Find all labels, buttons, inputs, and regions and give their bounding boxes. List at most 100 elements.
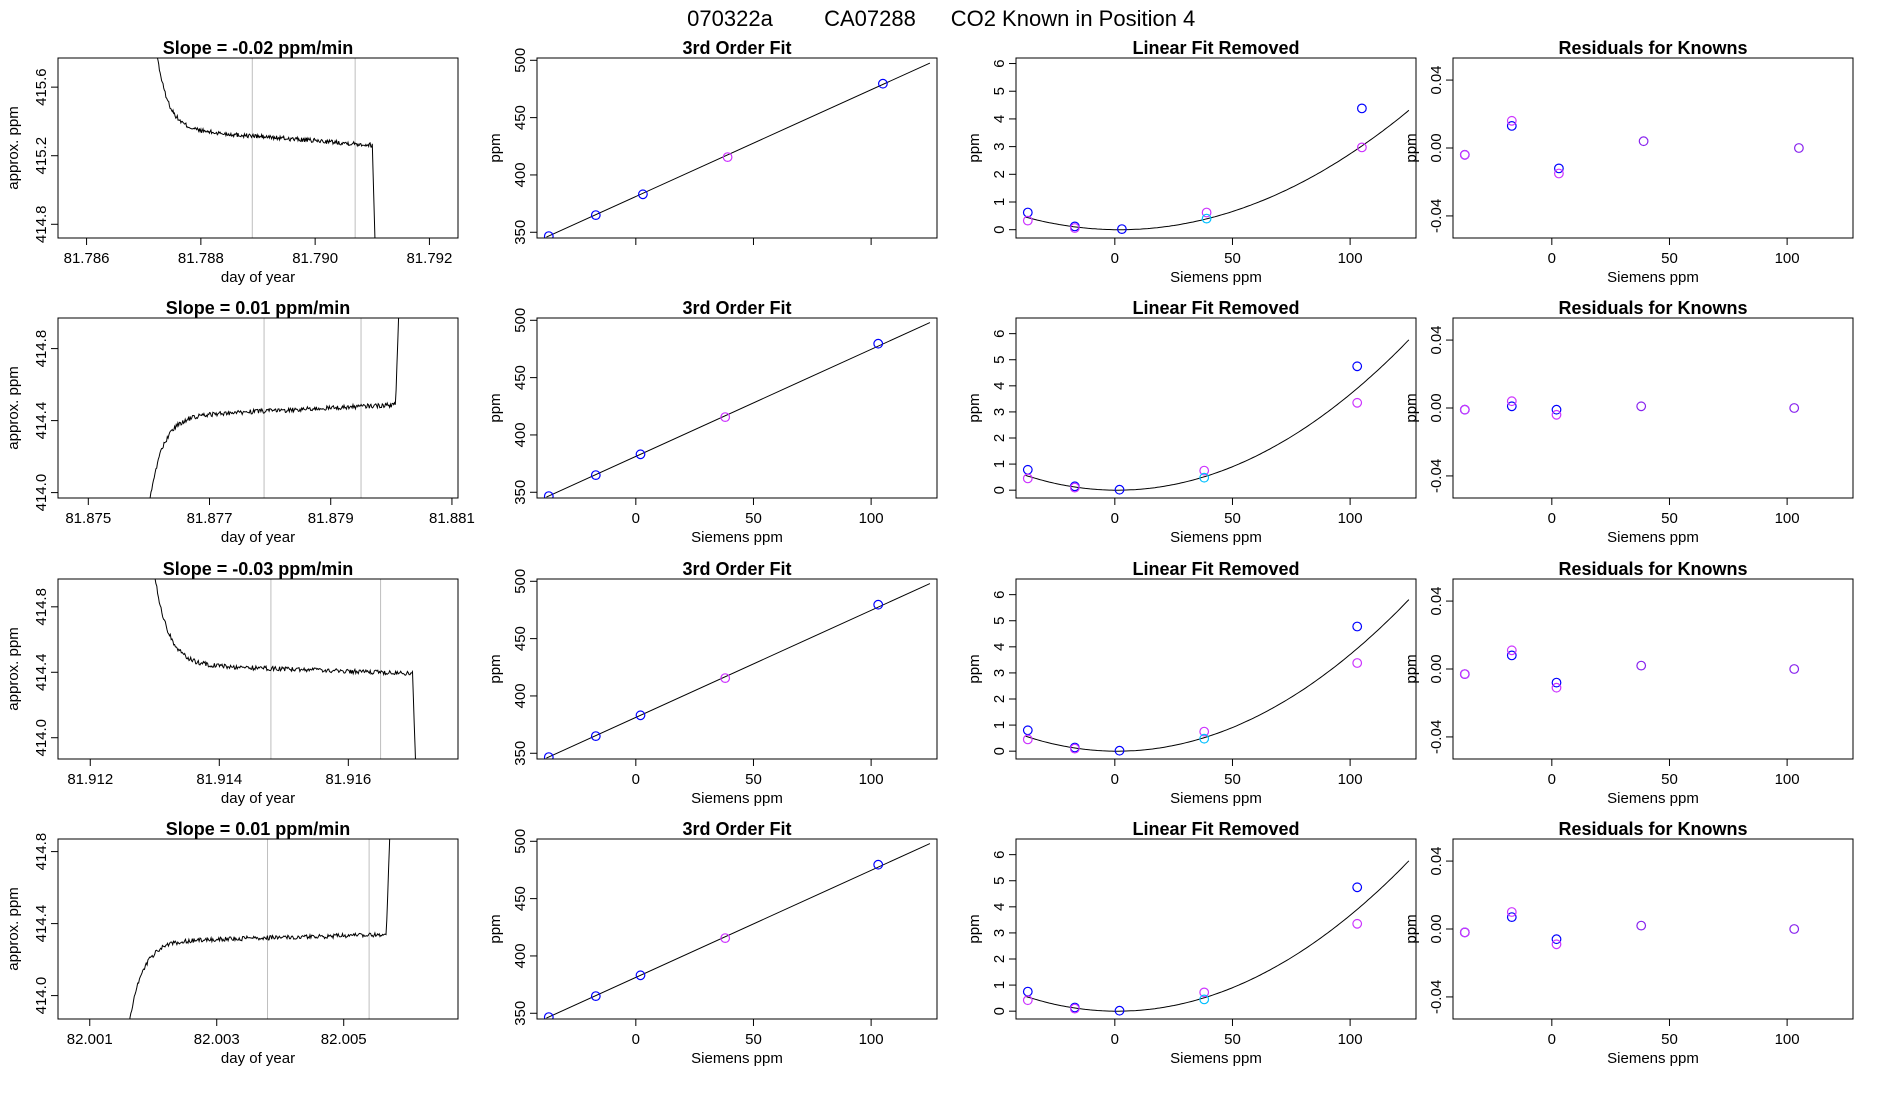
x-tick-label: 50	[1661, 250, 1678, 267]
x-tick-label: 81.877	[187, 510, 233, 527]
x-axis-label: Siemens ppm	[1170, 790, 1262, 807]
data-point	[1506, 650, 1517, 661]
panel-fit-3: 3rd Order Fit 0 50 100 350 400 450 500 Siemens p…	[487, 559, 938, 807]
x-axis-label: day of year	[221, 1050, 295, 1067]
fit-curve	[1025, 860, 1410, 1012]
data-point	[1506, 120, 1517, 131]
x-tick-label: 82.005	[321, 1031, 367, 1048]
panel-title: 3rd Order Fit	[682, 819, 791, 839]
y-tick-label: 414.4	[33, 402, 50, 440]
y-tick-label: 414.8	[33, 588, 50, 626]
y-tick-label: 350	[512, 480, 529, 505]
y-tick-label: 414.4	[33, 905, 50, 943]
panel-fit-2: 3rd Order Fit 0 50 100 350 400 450 500 Siemens p…	[487, 298, 938, 546]
data-point	[1069, 743, 1080, 754]
data-point	[1352, 658, 1363, 668]
panel-title: Slope = 0.01 ppm/min	[166, 298, 351, 318]
data-point	[1199, 733, 1210, 744]
x-tick-label: 81.912	[67, 771, 113, 788]
x-tick-label: 0	[632, 771, 640, 788]
data-point	[878, 78, 888, 89]
y-tick-label: 500	[512, 829, 529, 854]
y-tick-label: 1	[991, 981, 1008, 989]
y-axis-label: ppm	[966, 914, 983, 943]
y-tick-label: 414.0	[33, 719, 50, 757]
y-axis-label: approx. ppm	[5, 366, 22, 449]
y-tick-label: -0.04	[1428, 199, 1445, 233]
data-point	[1506, 401, 1517, 412]
x-tick-label: 0	[1111, 1031, 1119, 1048]
x-axis-label: Siemens ppm	[1607, 269, 1699, 286]
x-axis-label: Siemens ppm	[1607, 790, 1699, 807]
x-axis-label: Siemens ppm	[1607, 1050, 1699, 1067]
data-point	[1201, 207, 1212, 218]
panel-resid-2: Residuals for Knowns 0 50 100 -0.04 0.00 0.04 S…	[1403, 298, 1854, 546]
panel-title: Linear Fit Removed	[1132, 38, 1299, 58]
plot-frame	[536, 317, 938, 499]
y-tick-label: 2	[991, 695, 1008, 703]
x-axis-label: Siemens ppm	[691, 790, 783, 807]
fit-line	[546, 843, 931, 1019]
data-point	[873, 599, 884, 610]
x-tick-label: 0	[632, 510, 640, 527]
x-tick-label: 50	[1224, 510, 1241, 527]
data-point	[1551, 409, 1562, 420]
y-tick-label: 0	[991, 1007, 1008, 1015]
y-axis-label: ppm	[487, 654, 504, 683]
panel-title: Residuals for Knowns	[1558, 38, 1747, 58]
x-tick-label: 0	[1111, 771, 1119, 788]
data-point	[722, 152, 733, 163]
panel-trace-2: Slope = 0.01 ppm/min 81.875 81.877 81.879 81…	[5, 298, 475, 546]
y-tick-label: 414.8	[33, 833, 50, 871]
data-point	[1199, 994, 1210, 1005]
plot-frame	[1015, 57, 1417, 239]
y-tick-label: 3	[991, 669, 1008, 677]
data-point	[1199, 726, 1210, 737]
y-axis-label: ppm	[1403, 393, 1420, 422]
x-tick-label: 0	[1548, 1031, 1556, 1048]
x-axis-label: Siemens ppm	[1607, 529, 1699, 546]
data-point	[1506, 907, 1517, 917]
x-tick-label: 81.788	[178, 250, 224, 267]
data-point	[1789, 403, 1800, 413]
y-tick-label: 2	[991, 170, 1008, 178]
x-axis-label: day of year	[221, 790, 295, 807]
plot-frame	[57, 578, 459, 760]
data-point	[720, 412, 731, 423]
x-tick-label: 81.875	[65, 510, 111, 527]
data-point	[1789, 924, 1800, 934]
data-point	[1069, 223, 1080, 233]
data-point	[1506, 396, 1517, 407]
x-tick-label: 50	[1224, 771, 1241, 788]
y-tick-label: 2	[991, 955, 1008, 963]
plot-frame	[1015, 578, 1417, 760]
data-point	[1636, 920, 1647, 931]
data-point	[873, 859, 884, 870]
plot-frame	[57, 317, 459, 499]
panel-title: Linear Fit Removed	[1132, 559, 1299, 579]
y-tick-label: 6	[991, 59, 1008, 67]
x-tick-label: 100	[859, 771, 884, 788]
y-tick-label: 400	[512, 422, 529, 447]
plot-area	[543, 583, 931, 759]
panel-fit-4: 3rd Order Fit 0 50 100 350 400 450 500 Siemens p…	[487, 819, 938, 1067]
plot-area	[129, 839, 391, 1019]
y-tick-label: 0	[991, 486, 1008, 494]
x-tick-label: 100	[1338, 250, 1363, 267]
data-point	[1356, 103, 1367, 114]
plot-area	[1022, 599, 1410, 756]
data-point	[1022, 207, 1033, 218]
header-date: 070322a	[687, 6, 773, 31]
y-axis-label: ppm	[487, 914, 504, 943]
y-tick-label: 450	[512, 626, 529, 651]
plot-frame	[57, 57, 459, 239]
data-point	[1352, 397, 1363, 408]
header-title: CO2 Known in Position 4	[951, 6, 1196, 31]
data-point	[543, 752, 554, 759]
y-tick-label: 1	[991, 721, 1008, 729]
x-axis-label: Siemens ppm	[1170, 529, 1262, 546]
data-point	[1114, 1005, 1125, 1016]
data-point	[1506, 115, 1517, 126]
y-tick-label: -0.04	[1428, 980, 1445, 1014]
y-axis-label: ppm	[966, 654, 983, 683]
